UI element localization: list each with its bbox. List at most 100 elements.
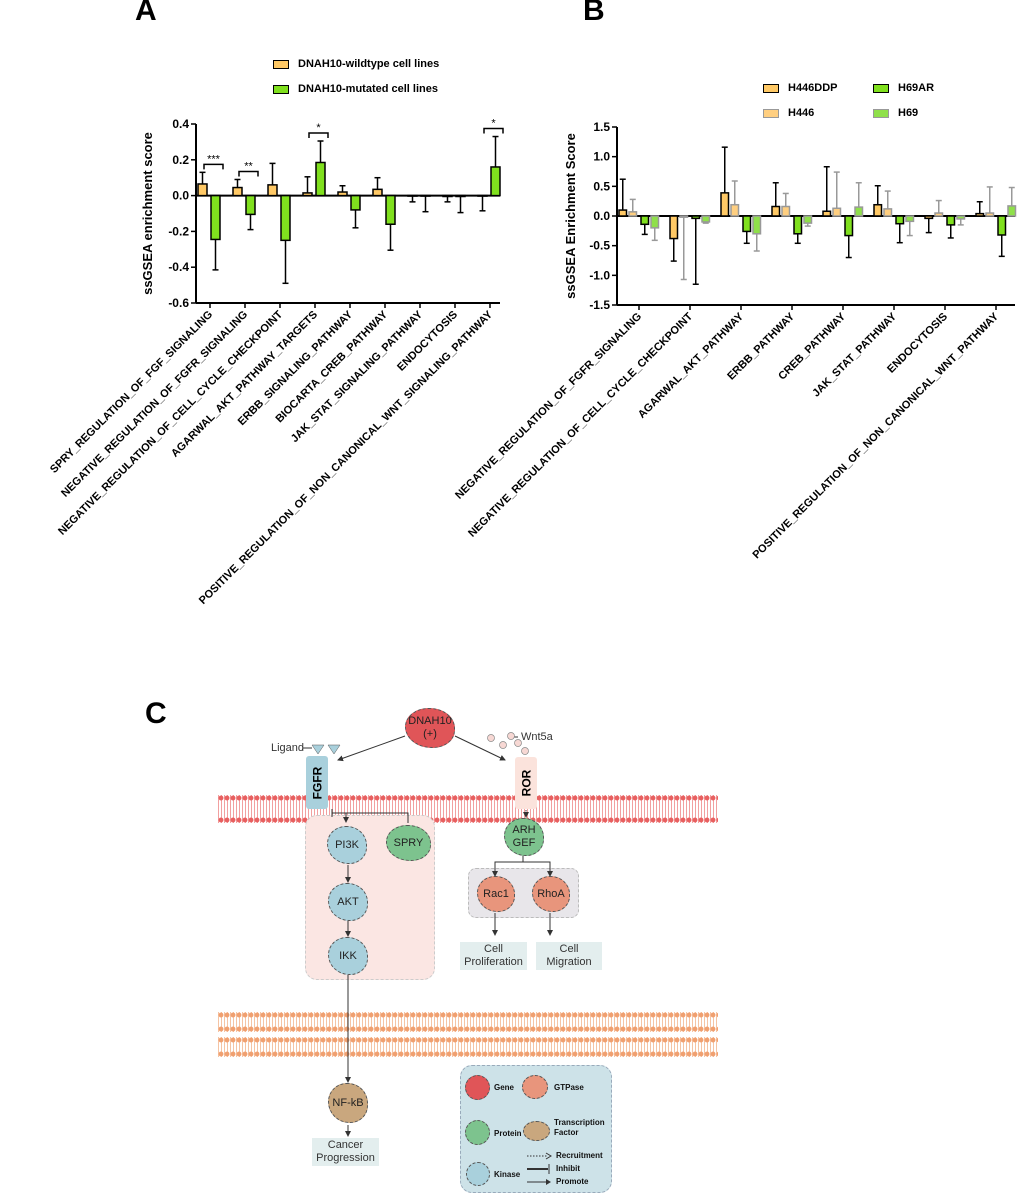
bar-dnah10-mutated-cell-lines [455,194,466,198]
y-tick-label: 0.0 [172,189,189,203]
bar-h446 [679,215,689,218]
legend-swatch-h69 [873,109,889,118]
y-tick-label: 0.4 [172,117,189,131]
gtpase-legend-icon [522,1075,548,1099]
panel-label-b: B [583,0,605,27]
cell-migration-outcome: Cell Migration [536,942,602,970]
bar-h446 [832,207,842,217]
y-tick-label: 1.5 [593,120,610,134]
transcription-factor-legend-icon [523,1121,550,1141]
bar-dnah10-wildtype-cell-lines [477,194,488,197]
significance-bracket [203,163,224,170]
bar-dnah10-mutated-cell-lines [315,161,326,197]
bar-h446ddp [822,210,832,217]
pi3k-node: PI3K [327,826,367,864]
legend-swatch-mutated [273,85,289,94]
significance-label: *** [207,153,221,165]
y-tick-label: -0.6 [168,296,189,310]
legend-label-h69ar: H69AR [898,82,935,94]
inhibit-spry-fgfr [332,812,409,823]
bar-dnah10-wildtype-cell-lines [337,191,348,197]
ligand-label: Ligand [271,742,305,754]
panel-label-c: C [145,697,167,730]
y-axis-label: ssGSEA Enrichment Score [563,133,578,299]
significance-label: * [316,122,321,134]
ikk-node: IKK [328,937,368,975]
bar-h69 [854,206,864,217]
akt-node: AKT [328,883,368,921]
y-tick-label: 0.2 [172,153,189,167]
kinase-legend-icon [466,1162,490,1186]
cell-membrane [218,795,718,823]
nuclear-membrane-inner [218,1037,718,1057]
bar-h69ar [844,215,854,237]
significance-label: ** [244,160,253,172]
legend-transcription-factor: Transcription Factor [554,1118,605,1137]
significance-label: * [491,118,496,130]
bar-h69 [650,215,660,229]
bar-dnah10-mutated-cell-lines [210,194,221,241]
bar-h69ar [946,215,956,226]
diagram-legend: Gene GTPase Protein Transcription Factor… [460,1065,612,1193]
bar-dnah10-wildtype-cell-lines [232,186,243,197]
y-tick-label: 1.0 [593,150,610,164]
bar-h69 [1007,205,1017,217]
bar-h446 [883,208,893,217]
y-axis-label: ssGSEA enrichment score [140,132,155,295]
legend-arrow-icons [527,1152,552,1185]
chart-b: 1.5 1.0 0.5 0.0 -0.5 -1.0 -1.5 ssGSEA Enrichmen… [453,120,1017,561]
legend-gtpase: GTPase [554,1083,584,1092]
bar-h69 [803,215,813,224]
bar-dnah10-wildtype-cell-lines [302,192,313,197]
y-tick-label: -1.0 [589,268,610,282]
bar-h69 [905,215,915,223]
chart-a: 0.4 0.2 0.0 -0.2 -0.4 -0.6 ssGSEA enrichment s… [48,117,504,607]
legend-swatch-h446 [763,109,779,118]
y-tick-label: 0.0 [593,209,610,223]
legend-promote: Promote [556,1177,589,1186]
bar-h446ddp [873,203,883,217]
gene-legend-icon [465,1075,490,1100]
bar-h446ddp [771,205,781,217]
y-tick-label: -0.5 [589,239,610,253]
legend-swatch-h69ar [873,84,889,93]
bar-dnah10-mutated-cell-lines [350,194,361,211]
legend-label-h69: H69 [898,107,919,119]
bar-dnah10-mutated-cell-lines [420,194,431,197]
legend-protein: Protein [494,1129,522,1138]
legend-label-h446: H446 [788,107,815,119]
bar-h69ar [793,215,803,235]
fgfr-receptor: FGFR [306,756,328,809]
bar-h69 [701,215,711,223]
bar-dnah10-wildtype-cell-lines [267,184,278,197]
significance-bracket [308,132,329,139]
fgfr-label: FGFR [310,766,325,799]
significance-bracket [483,127,504,134]
legend-swatch-wildtype [273,60,289,69]
bar-h69 [752,215,762,235]
bar-h446ddp [669,215,679,240]
bar-h69ar [742,215,752,233]
bar-h69ar [997,215,1007,236]
legend-swatch-h446ddp [763,84,779,93]
bar-dnah10-mutated-cell-lines [490,166,501,197]
bar-h446ddp [975,212,985,217]
protein-legend-icon [465,1120,490,1145]
spry-node: SPRY [386,825,431,861]
bar-h446 [781,205,791,217]
bar-h446 [985,212,995,217]
bar-dnah10-mutated-cell-lines [385,194,396,225]
ligand-icon [311,744,325,755]
bar-dnah10-mutated-cell-lines [280,194,291,242]
ror-label: ROR [519,769,534,797]
bar-h446ddp [720,192,730,217]
dnah10-node: DNAH10 (+) [405,708,455,748]
nuclear-membrane-outer [218,1012,718,1032]
bar-dnah10-mutated-cell-lines [245,194,256,216]
y-tick-label: -0.2 [168,224,189,238]
legend-label-h446ddp: H446DDP [788,82,838,94]
bar-dnah10-wildtype-cell-lines [372,188,383,197]
wnt5a-icon [487,732,529,755]
bar-h446ddp [618,209,628,217]
